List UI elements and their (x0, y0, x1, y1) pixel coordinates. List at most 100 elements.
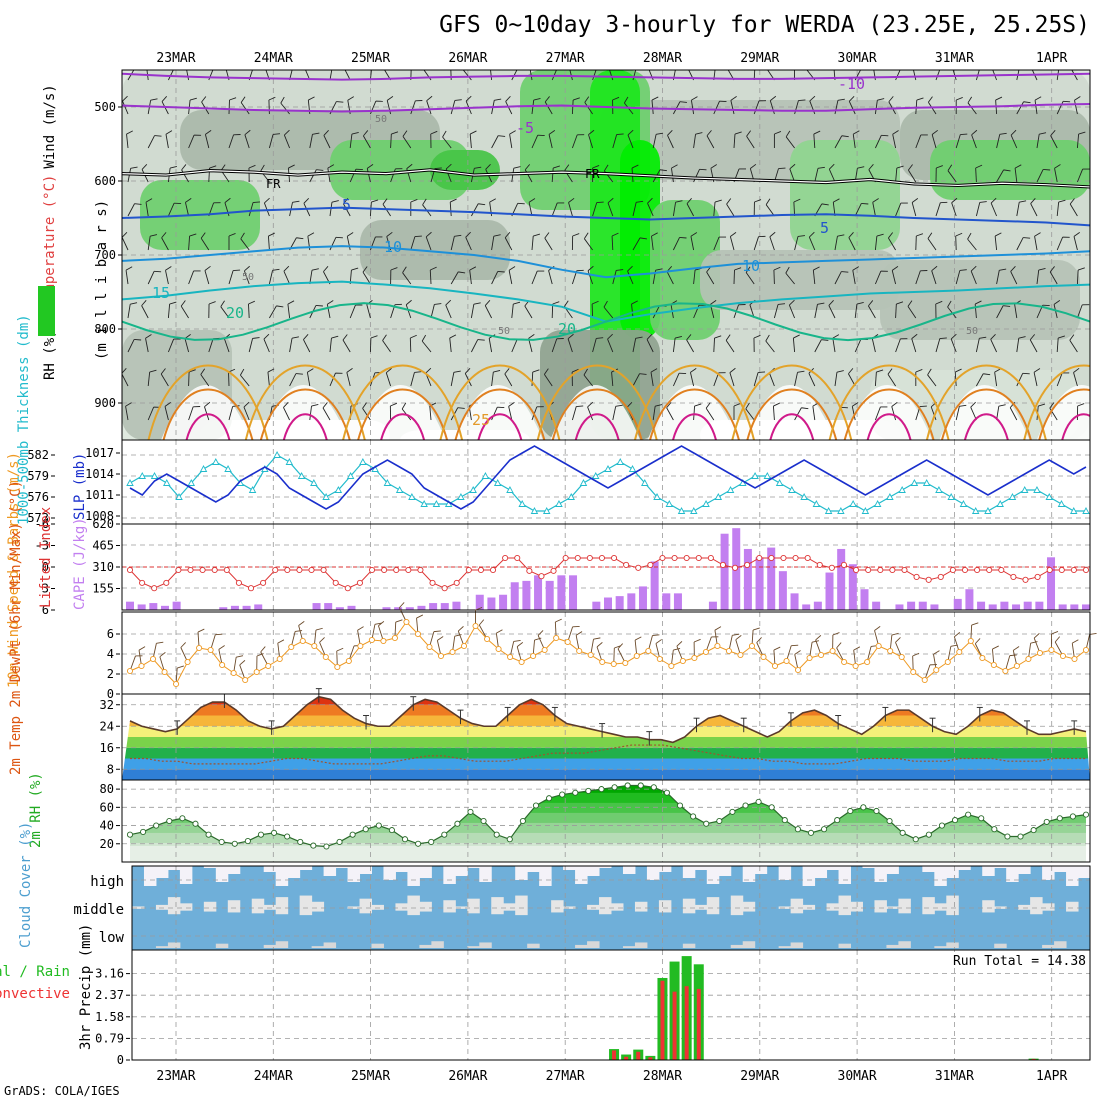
wind-barb (907, 306, 917, 319)
thickness-point (126, 479, 134, 486)
wind-ylabel: 10m Wind Speed & Barbs (m/s) (6, 452, 22, 688)
cape-bar (673, 593, 682, 610)
wind-speed-point (679, 657, 686, 665)
wind-barb (369, 70, 372, 81)
rh-point (585, 787, 592, 794)
wind-barb-feather (735, 635, 742, 641)
cloud-middle-cell (203, 901, 217, 912)
y-tick-label: 4 (107, 647, 114, 661)
wind-barb-feather (145, 334, 152, 339)
wind-barb (147, 406, 155, 421)
cloud-high-cell (802, 866, 816, 886)
cloud-low-cell (778, 946, 792, 948)
wind-barb-feather (806, 63, 810, 69)
wind-barb-feather (1054, 636, 1061, 643)
wind-barb (349, 134, 353, 149)
wind-barb-feather (228, 233, 236, 237)
date-label: 23MAR (156, 51, 195, 66)
wind-barb (975, 338, 980, 353)
cape-bar (149, 603, 158, 610)
cloud-low-cell (1042, 944, 1055, 948)
cloud-middle-cell (347, 906, 361, 909)
cape-bar (1035, 601, 1044, 610)
wind-barb-feather (126, 130, 133, 135)
wind-barb (362, 408, 371, 421)
wind-barb (895, 202, 902, 217)
rh-point (467, 808, 474, 815)
temp-band (122, 747, 1090, 759)
cloud-middle-cell (922, 897, 935, 915)
wind-barb (851, 406, 856, 421)
cloud-middle-cell (611, 903, 624, 911)
li-point (477, 566, 484, 574)
wind-barb (673, 101, 681, 115)
rh-band (130, 811, 1086, 823)
wind-barb-feather (267, 368, 275, 373)
li-point (260, 579, 267, 586)
wind-barb (430, 304, 435, 319)
wind-barb (188, 236, 191, 251)
wind-barb (765, 204, 775, 217)
wind-barb (240, 238, 250, 251)
cloud-middle-cell (838, 895, 851, 916)
cloud-low-cell (634, 942, 648, 948)
wind-barb-feather (603, 300, 608, 308)
wind-barb-feather (180, 642, 186, 648)
wind-barb-feather (583, 368, 588, 376)
rh-point (441, 831, 448, 838)
cape-bar (242, 605, 251, 610)
rh-point (271, 829, 278, 836)
cloud-middle-cell (359, 898, 372, 914)
wind-barb-feather (837, 98, 845, 101)
thickness-point (1057, 500, 1066, 507)
wind-barb-feather (592, 165, 600, 169)
wind-barb-feather (264, 197, 270, 204)
wind-barb-feather (177, 665, 185, 669)
wind-speed-point (990, 661, 997, 669)
wind-barb-feather (405, 299, 412, 306)
wind-barb-feather (732, 633, 740, 636)
li-point (381, 566, 388, 574)
wind-barb-feather (615, 404, 623, 407)
isotherm-label: FR (266, 177, 281, 191)
date-labels-top: 23MAR 24MAR 25MAR 26MAR 27MAR 28MAR 29MAR 30MAR… (156, 51, 1067, 66)
rh-point (663, 789, 670, 796)
wind-speed-point (841, 658, 848, 666)
wind-barb-feather (837, 234, 845, 237)
date-label: 26MAR (448, 51, 487, 66)
li-point (1058, 566, 1065, 574)
li-point (901, 566, 908, 574)
thickness-point (616, 458, 625, 465)
wind-barb (349, 304, 356, 319)
wind-barb (769, 100, 775, 115)
wind-barb-feather (390, 267, 398, 271)
wind-barb-feather (386, 96, 394, 101)
wind-barb (950, 338, 957, 353)
wind-barb-feather (410, 199, 418, 203)
y-tick-label: 16 (100, 741, 114, 755)
wind-barb-feather (180, 300, 186, 307)
rh-point (140, 828, 147, 835)
wind-barb-feather (141, 163, 148, 170)
wind-barb (971, 134, 977, 149)
rh-point (519, 817, 526, 825)
y-tick-label: 0.79 (95, 1031, 124, 1045)
rh-point (428, 838, 435, 846)
thickness-point (334, 486, 343, 493)
thickness-point (518, 500, 526, 507)
wind-barb-feather (1049, 266, 1055, 273)
wind-barb (1056, 236, 1064, 251)
cloud-high-cell (838, 866, 851, 884)
rh-point (716, 817, 723, 825)
wind-barb-feather (861, 202, 869, 205)
wind-barb-feather (607, 333, 613, 340)
rh-contour-label: 50 (242, 272, 254, 283)
wind-barb (240, 374, 250, 387)
wind-barb-feather (623, 96, 629, 104)
li-point (1022, 576, 1029, 583)
li-point (719, 561, 727, 568)
wind-barb (344, 70, 351, 81)
cloud-high-cell (778, 866, 792, 880)
wind-barb-feather (1019, 200, 1027, 203)
wind-barb (693, 169, 700, 183)
